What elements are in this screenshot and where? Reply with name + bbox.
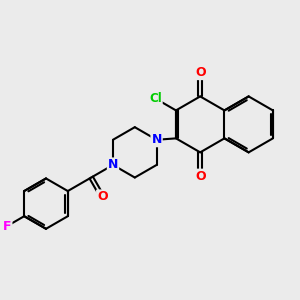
Text: N: N: [108, 158, 118, 171]
Text: F: F: [3, 220, 11, 232]
Text: N: N: [152, 133, 162, 146]
Text: O: O: [195, 66, 206, 79]
Text: Cl: Cl: [149, 92, 162, 105]
Text: O: O: [195, 169, 206, 183]
Text: O: O: [97, 190, 108, 203]
